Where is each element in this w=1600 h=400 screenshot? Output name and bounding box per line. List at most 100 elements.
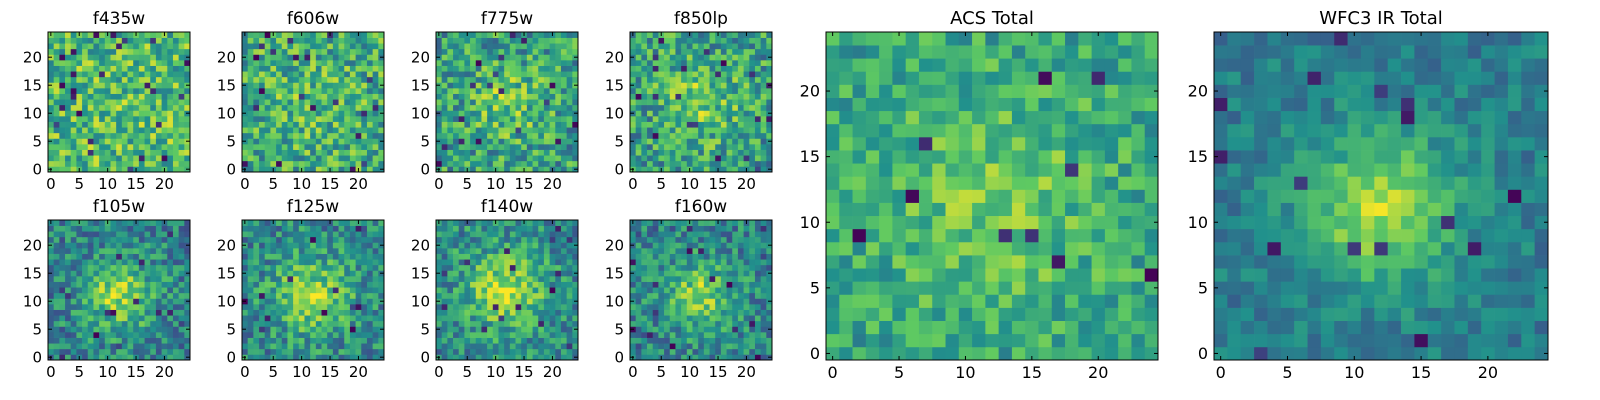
heatmap-cell bbox=[161, 304, 168, 310]
heatmap-cell bbox=[366, 144, 373, 150]
heatmap-cell bbox=[737, 71, 744, 78]
heatmap-cell bbox=[150, 337, 157, 344]
heatmap-cell bbox=[504, 138, 511, 145]
y-tick-label: 10 bbox=[217, 292, 236, 310]
heatmap-cell bbox=[93, 76, 100, 83]
heatmap-cell bbox=[138, 231, 145, 238]
heatmap-cell bbox=[538, 281, 545, 288]
heatmap-cell bbox=[161, 236, 168, 243]
heatmap-cell bbox=[53, 326, 60, 333]
heatmap-cell bbox=[664, 76, 671, 83]
heatmap-cell bbox=[749, 354, 756, 361]
heatmap-cell bbox=[259, 298, 266, 305]
heatmap-cell bbox=[504, 348, 511, 355]
heatmap-cell bbox=[355, 121, 362, 128]
heatmap-cell bbox=[150, 270, 157, 277]
heatmap-cell bbox=[538, 292, 545, 299]
heatmap-cell bbox=[121, 48, 128, 55]
heatmap-cell bbox=[378, 32, 385, 38]
heatmap-cell bbox=[481, 259, 488, 266]
heatmap-cell bbox=[754, 88, 761, 94]
heatmap-cell bbox=[720, 65, 727, 72]
heatmap-cell bbox=[658, 337, 665, 344]
heatmap-cell bbox=[715, 287, 722, 294]
heatmap-cell bbox=[464, 337, 471, 344]
heatmap-cell bbox=[298, 155, 305, 162]
heatmap-cell bbox=[715, 326, 722, 333]
heatmap-cell bbox=[543, 121, 550, 128]
heatmap-cell bbox=[121, 82, 128, 89]
heatmap-cell bbox=[53, 127, 60, 134]
heatmap-cell bbox=[669, 88, 676, 94]
heatmap-cell bbox=[492, 337, 499, 344]
heatmap-cell bbox=[281, 292, 288, 299]
heatmap-cell bbox=[264, 337, 271, 344]
heatmap-cell bbox=[555, 65, 562, 72]
heatmap-cell bbox=[664, 71, 671, 78]
heatmap-cell bbox=[555, 32, 562, 38]
heatmap-cell bbox=[709, 287, 716, 294]
heatmap-cell bbox=[338, 259, 345, 266]
heatmap-cell bbox=[338, 54, 345, 61]
heatmap-cell bbox=[487, 71, 494, 78]
heatmap-cell bbox=[692, 132, 699, 139]
heatmap-cell bbox=[521, 93, 528, 100]
heatmap-cell bbox=[116, 71, 123, 78]
heatmap-cell bbox=[121, 127, 128, 134]
heatmap-cell bbox=[150, 160, 157, 167]
heatmap-cell bbox=[538, 326, 545, 333]
heatmap-cell bbox=[361, 348, 368, 355]
heatmap-cell bbox=[65, 149, 72, 156]
heatmap-cell bbox=[178, 37, 185, 44]
heatmap-cell bbox=[720, 326, 727, 333]
heatmap-cell bbox=[726, 144, 733, 150]
heatmap-cell bbox=[70, 304, 77, 310]
heatmap-cell bbox=[720, 110, 727, 117]
heatmap-cell bbox=[172, 76, 179, 83]
heatmap-cell bbox=[743, 93, 750, 100]
heatmap-cell bbox=[116, 43, 123, 50]
heatmap-cell bbox=[253, 253, 260, 260]
heatmap-cell bbox=[703, 332, 710, 338]
heatmap-cell bbox=[110, 166, 117, 173]
heatmap-cell bbox=[743, 315, 750, 322]
heatmap-cell bbox=[436, 276, 443, 282]
heatmap-cell bbox=[87, 82, 94, 89]
heatmap-cell bbox=[315, 144, 322, 150]
heatmap-cell bbox=[681, 99, 688, 106]
x-tick-label: 15 bbox=[320, 363, 339, 381]
heatmap-cell bbox=[127, 149, 134, 156]
heatmap-cell bbox=[453, 88, 460, 94]
heatmap-cell bbox=[172, 104, 179, 111]
axes-frame bbox=[241, 219, 385, 361]
heatmap-cell bbox=[127, 121, 134, 128]
heatmap-cell bbox=[270, 270, 277, 277]
heatmap-cell bbox=[378, 225, 385, 232]
heatmap-cell bbox=[76, 248, 83, 254]
heatmap-cell bbox=[361, 225, 368, 232]
heatmap-cell bbox=[87, 104, 94, 111]
heatmap-cell bbox=[566, 348, 573, 355]
heatmap-cell bbox=[447, 242, 454, 249]
heatmap-cell bbox=[287, 32, 294, 38]
heatmap-cell bbox=[549, 253, 556, 260]
heatmap-cell bbox=[464, 60, 471, 66]
heatmap-cell bbox=[53, 264, 60, 271]
heatmap-cell bbox=[65, 32, 72, 38]
heatmap-cell bbox=[475, 160, 482, 167]
heatmap-cell bbox=[487, 60, 494, 66]
heatmap-cell bbox=[504, 253, 511, 260]
heatmap-cell bbox=[349, 60, 356, 66]
heatmap-cell bbox=[133, 138, 140, 145]
heatmap-cell bbox=[293, 259, 300, 266]
heatmap-cell bbox=[361, 326, 368, 333]
heatmap-cell bbox=[281, 60, 288, 66]
heatmap-cell bbox=[555, 155, 562, 162]
heatmap-cell bbox=[754, 276, 761, 282]
heatmap-cell bbox=[338, 225, 345, 232]
heatmap-cell bbox=[715, 127, 722, 134]
heatmap-cell bbox=[293, 276, 300, 282]
heatmap-cell bbox=[127, 76, 134, 83]
heatmap-cell bbox=[726, 60, 733, 66]
